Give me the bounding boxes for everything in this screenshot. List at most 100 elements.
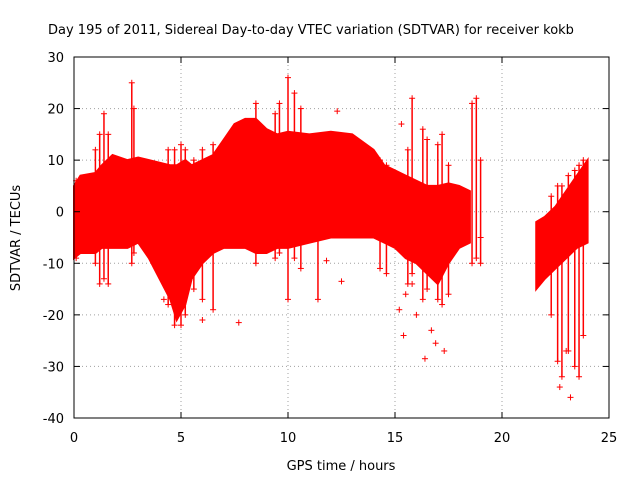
data-point bbox=[402, 291, 409, 298]
chart-title: Day 195 of 2011, Sidereal Day-to-day VTE… bbox=[48, 23, 574, 38]
data-point bbox=[105, 131, 112, 138]
data-point bbox=[297, 105, 304, 112]
data-point bbox=[400, 332, 407, 339]
data-point bbox=[434, 296, 441, 303]
y-tick-label: -10 bbox=[43, 257, 64, 272]
data-point bbox=[548, 311, 555, 318]
data-point bbox=[576, 373, 583, 380]
y-tick-label: 20 bbox=[47, 103, 64, 118]
data-point bbox=[291, 255, 298, 262]
data-point bbox=[276, 249, 283, 256]
data-point bbox=[92, 260, 99, 267]
data-point bbox=[100, 275, 107, 282]
data-point bbox=[409, 270, 416, 277]
data-point bbox=[334, 108, 341, 115]
data-point bbox=[558, 182, 565, 189]
data-point bbox=[413, 311, 420, 318]
data-point bbox=[473, 255, 480, 262]
data-point bbox=[576, 162, 583, 169]
data-point bbox=[178, 322, 184, 329]
data-point bbox=[199, 296, 206, 303]
data-point bbox=[398, 121, 405, 128]
data-point bbox=[419, 296, 426, 303]
data-point bbox=[165, 301, 172, 308]
x-tick-label: 25 bbox=[601, 431, 618, 446]
data-point bbox=[160, 296, 167, 303]
data-point bbox=[199, 146, 206, 153]
data-point bbox=[421, 355, 428, 362]
plot-frame bbox=[73, 56, 610, 419]
data-band-main bbox=[73, 117, 471, 323]
data-point bbox=[190, 157, 197, 164]
data-point bbox=[548, 193, 555, 200]
data-point bbox=[445, 162, 452, 169]
data-point bbox=[439, 131, 446, 138]
data-point bbox=[434, 141, 441, 148]
data-point bbox=[377, 265, 384, 272]
data-point bbox=[182, 146, 189, 153]
data-point bbox=[383, 270, 390, 277]
data-point bbox=[182, 311, 189, 318]
y-tick-label: -30 bbox=[43, 360, 64, 375]
data-point bbox=[285, 74, 291, 81]
data-point bbox=[130, 105, 137, 112]
data-point bbox=[428, 327, 435, 334]
data-point bbox=[96, 280, 103, 287]
data-point bbox=[580, 157, 587, 164]
y-axis-label: SDTVAR / TECUs bbox=[9, 185, 24, 292]
data-point bbox=[571, 167, 578, 174]
data-point bbox=[323, 257, 330, 264]
data-point bbox=[580, 332, 587, 339]
data-point bbox=[565, 172, 572, 179]
data-point bbox=[96, 131, 103, 138]
y-tick-label: -40 bbox=[43, 412, 64, 427]
data-point bbox=[314, 296, 321, 303]
x-tick-label: 15 bbox=[387, 431, 404, 446]
data-point bbox=[178, 141, 184, 148]
data-point bbox=[567, 394, 574, 401]
data-point bbox=[105, 280, 112, 287]
data-point bbox=[477, 234, 484, 241]
data-point bbox=[477, 260, 484, 267]
data-point bbox=[171, 322, 178, 329]
y-tick-label: 30 bbox=[47, 51, 64, 66]
y-tick-label: 10 bbox=[47, 154, 64, 169]
data-point bbox=[100, 110, 107, 117]
data-point bbox=[396, 306, 403, 313]
data-point bbox=[272, 255, 279, 262]
y-tick-label: -20 bbox=[43, 309, 64, 324]
data-point bbox=[252, 100, 259, 107]
data-point bbox=[190, 286, 197, 293]
data-point bbox=[276, 100, 283, 107]
data-point bbox=[563, 347, 570, 354]
data-point bbox=[252, 260, 259, 267]
data-layer bbox=[73, 74, 589, 401]
data-point bbox=[171, 146, 178, 153]
data-point bbox=[477, 157, 484, 164]
data-point bbox=[377, 157, 384, 164]
data-point bbox=[297, 265, 304, 272]
data-point bbox=[424, 286, 431, 293]
data-point bbox=[235, 319, 242, 326]
data-point bbox=[469, 100, 476, 107]
x-tick-label: 20 bbox=[494, 431, 511, 446]
data-point bbox=[92, 146, 99, 153]
data-point bbox=[441, 347, 448, 354]
data-point bbox=[469, 260, 476, 267]
data-point bbox=[554, 358, 561, 365]
data-point bbox=[404, 146, 411, 153]
data-point bbox=[210, 141, 217, 148]
data-point bbox=[432, 340, 439, 347]
data-point bbox=[165, 146, 172, 153]
y-tick-label: 0 bbox=[56, 206, 64, 221]
data-point bbox=[473, 95, 480, 102]
data-point bbox=[128, 79, 135, 86]
data-point bbox=[130, 249, 137, 256]
data-point bbox=[445, 291, 452, 298]
data-point bbox=[291, 90, 298, 97]
data-point bbox=[409, 280, 416, 287]
data-point bbox=[128, 260, 135, 267]
data-point bbox=[338, 278, 345, 285]
data-point bbox=[424, 136, 431, 143]
data-point bbox=[210, 306, 217, 313]
